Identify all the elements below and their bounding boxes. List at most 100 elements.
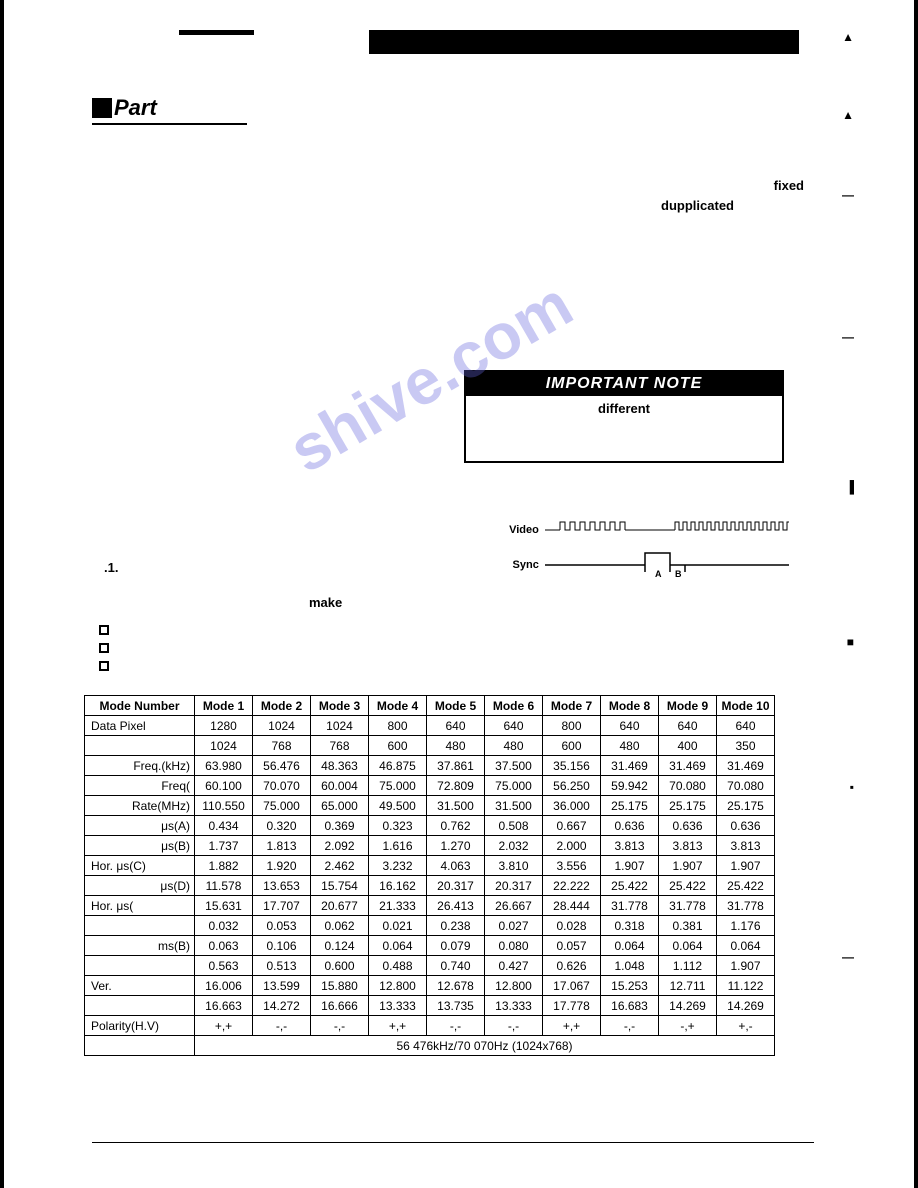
table-row: Rate(MHz)110.55075.00065.00049.50031.500…: [85, 796, 775, 816]
table-cell: 640: [717, 716, 775, 736]
table-row: Polarity(H.V)+,+-,--,-+,+-,--,-+,+-,--,+…: [85, 1016, 775, 1036]
table-cell: 31.778: [601, 896, 659, 916]
table-cell: 0.323: [369, 816, 427, 836]
checkbox-list: [99, 625, 109, 679]
table-header: Mode 6: [485, 696, 543, 716]
table-cell: 0.079: [427, 936, 485, 956]
table-cell: 0.636: [717, 816, 775, 836]
table-cell: 65.000: [311, 796, 369, 816]
row-label: ms(B): [85, 936, 195, 956]
table-row: μs(A)0.4340.3200.3690.3230.7620.5080.667…: [85, 816, 775, 836]
table-row: Ver.16.00613.59915.88012.80012.67812.800…: [85, 976, 775, 996]
table-cell: -,-: [601, 1016, 659, 1036]
text-make: make: [309, 595, 342, 610]
table-cell: 0.508: [485, 816, 543, 836]
table-cell: 0.488: [369, 956, 427, 976]
table-cell: 46.875: [369, 756, 427, 776]
table-cell: 0.667: [543, 816, 601, 836]
table-header: Mode 10: [717, 696, 775, 716]
table-cell: +,+: [195, 1016, 253, 1036]
table-cell: 400: [659, 736, 717, 756]
note-title: IMPORTANT NOTE: [466, 372, 782, 396]
table-cell: 75.000: [485, 776, 543, 796]
page: Part fixed dupplicated IMPORTANT NOTE di…: [0, 0, 918, 1188]
table-cell: 12.800: [369, 976, 427, 996]
table-row: Data Pixel128010241024800640640800640640…: [85, 716, 775, 736]
note-body-text: different: [471, 401, 777, 416]
checkbox-1: [99, 625, 109, 635]
timing-diagram: Video Sync: [489, 520, 789, 590]
important-note-box: IMPORTANT NOTE different: [464, 370, 784, 463]
table-cell: 3.813: [717, 836, 775, 856]
right-edge-marks: ▲ ▲ — — ▐ ■ ▪ —: [842, 30, 854, 1158]
mode-table: Mode NumberMode 1Mode 2Mode 3Mode 4Mode …: [84, 695, 775, 1056]
table-header: Mode 2: [253, 696, 311, 716]
top-bar-short: [179, 30, 254, 35]
table-cell: 48.363: [311, 756, 369, 776]
table-cell: 20.317: [485, 876, 543, 896]
table-cell: 36.000: [543, 796, 601, 816]
table-cell: 1.920: [253, 856, 311, 876]
table-cell: 0.636: [659, 816, 717, 836]
table-cell: 640: [485, 716, 543, 736]
table-cell: 4.063: [427, 856, 485, 876]
table-cell: 0.080: [485, 936, 543, 956]
table-cell: 25.422: [659, 876, 717, 896]
row-label: μs(D): [85, 876, 195, 896]
table-cell: 20.317: [427, 876, 485, 896]
row-label: Freq(: [85, 776, 195, 796]
table-cell: 0.513: [253, 956, 311, 976]
part-box-icon: [92, 98, 112, 118]
diag-b: B: [675, 569, 682, 579]
table-cell: 16.162: [369, 876, 427, 896]
table-cell: 13.735: [427, 996, 485, 1016]
sync-label: Sync: [489, 559, 539, 571]
table-cell: 0.063: [195, 936, 253, 956]
table-cell: 63.980: [195, 756, 253, 776]
table-cell: 17.067: [543, 976, 601, 996]
checkbox-3: [99, 661, 109, 671]
row-label: [85, 916, 195, 936]
table-row: 0.5630.5130.6000.4880.7400.4270.6261.048…: [85, 956, 775, 976]
table-cell: 600: [543, 736, 601, 756]
table-cell: 1.737: [195, 836, 253, 856]
table-header: Mode 4: [369, 696, 427, 716]
table-cell: 3.810: [485, 856, 543, 876]
table-cell: 1.907: [659, 856, 717, 876]
table-cell: 31.500: [485, 796, 543, 816]
table-row: Freq.(kHz)63.98056.47648.36346.87537.861…: [85, 756, 775, 776]
table-cell: 0.636: [601, 816, 659, 836]
table-cell: 31.469: [717, 756, 775, 776]
video-waveform-icon: [545, 520, 789, 540]
table-header: Mode 9: [659, 696, 717, 716]
table-cell: 3.232: [369, 856, 427, 876]
table-cell: 13.653: [253, 876, 311, 896]
table-row: Hor. μs(15.63117.70720.67721.33326.41326…: [85, 896, 775, 916]
table-cell: 25.175: [717, 796, 775, 816]
table-row: Freq(60.10070.07060.00475.00072.80975.00…: [85, 776, 775, 796]
table-cell: 600: [369, 736, 427, 756]
table-cell: +,+: [369, 1016, 427, 1036]
table-cell: 17.778: [543, 996, 601, 1016]
table-cell: 31.778: [659, 896, 717, 916]
table-cell: 350: [717, 736, 775, 756]
footer-empty: [85, 1036, 195, 1056]
table-cell: 1.813: [253, 836, 311, 856]
table-cell: 13.333: [369, 996, 427, 1016]
table-cell: -,-: [485, 1016, 543, 1036]
row-label: [85, 956, 195, 976]
table-cell: 37.500: [485, 756, 543, 776]
table-cell: 13.333: [485, 996, 543, 1016]
table-cell: 14.269: [717, 996, 775, 1016]
table-header: Mode 7: [543, 696, 601, 716]
row-label: Ver.: [85, 976, 195, 996]
table-cell: 0.064: [717, 936, 775, 956]
table-cell: 22.222: [543, 876, 601, 896]
table-cell: 2.000: [543, 836, 601, 856]
table-cell: 768: [311, 736, 369, 756]
table-cell: 768: [253, 736, 311, 756]
table-cell: 0.053: [253, 916, 311, 936]
table-cell: 16.683: [601, 996, 659, 1016]
table-row: 16.66314.27216.66613.33313.73513.33317.7…: [85, 996, 775, 1016]
table-cell: 72.809: [427, 776, 485, 796]
